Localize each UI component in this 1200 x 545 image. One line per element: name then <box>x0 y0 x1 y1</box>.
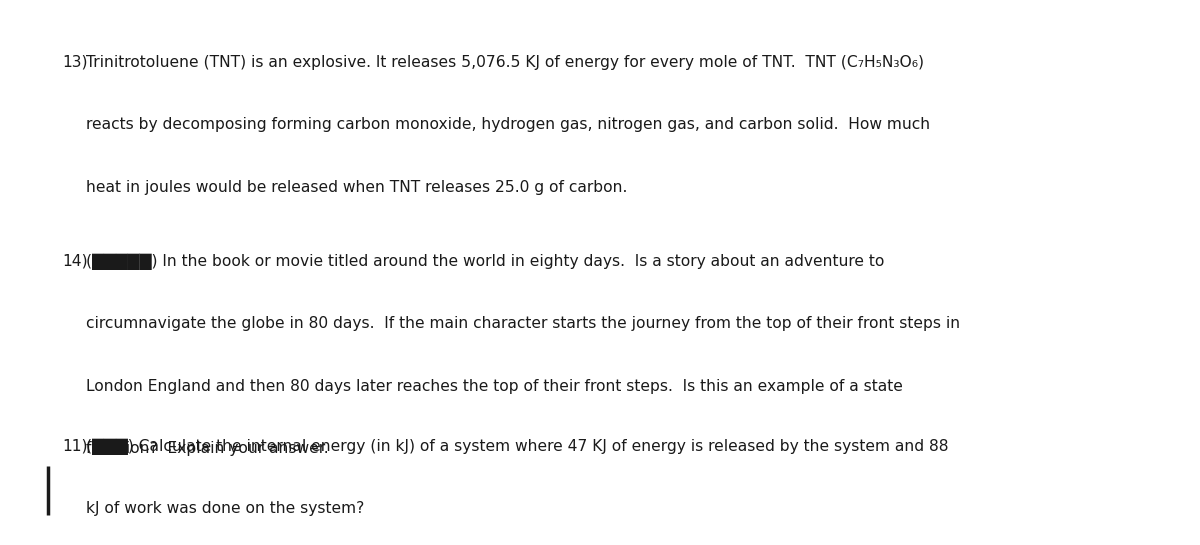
Text: kJ of work was done on the system?: kJ of work was done on the system? <box>86 501 365 517</box>
Text: 13): 13) <box>62 54 88 70</box>
Text: reacts by decomposing forming carbon monoxide, hydrogen gas, nitrogen gas, and c: reacts by decomposing forming carbon mon… <box>86 117 930 132</box>
Text: heat in joules would be released when TNT releases 25.0 g of carbon.: heat in joules would be released when TN… <box>86 180 628 195</box>
Text: 14): 14) <box>62 253 88 269</box>
Text: (███) Calculate the internal energy (in kJ) of a system where 47 KJ of energy is: (███) Calculate the internal energy (in … <box>86 439 949 455</box>
Text: function?  Explain your answer.: function? Explain your answer. <box>86 441 329 457</box>
Text: Trinitrotoluene (TNT) is an explosive. It releases 5,076.5 KJ of energy for ever: Trinitrotoluene (TNT) is an explosive. I… <box>86 54 924 70</box>
Text: London England and then 80 days later reaches the top of their front steps.  Is : London England and then 80 days later re… <box>86 379 904 394</box>
Text: circumnavigate the globe in 80 days.  If the main character starts the journey f: circumnavigate the globe in 80 days. If … <box>86 316 960 331</box>
Text: 11): 11) <box>62 439 88 454</box>
Text: (█████) In the book or movie titled around the world in eighty days.  Is a story: (█████) In the book or movie titled arou… <box>86 253 884 270</box>
